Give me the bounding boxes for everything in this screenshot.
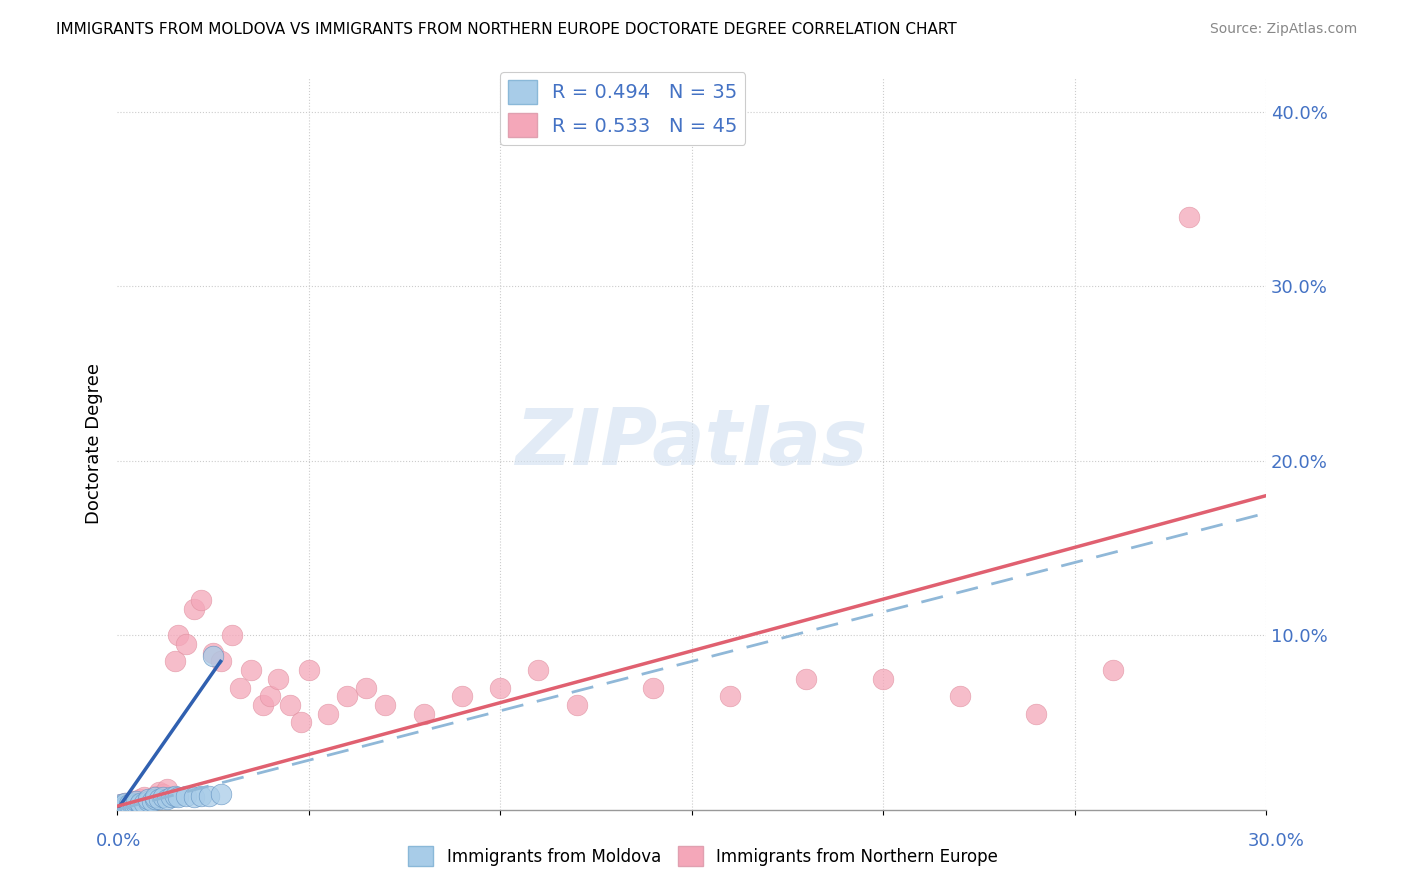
Y-axis label: Doctorate Degree: Doctorate Degree xyxy=(86,363,103,524)
Point xyxy=(374,698,396,712)
Point xyxy=(118,797,141,812)
Point xyxy=(121,796,143,810)
Point xyxy=(209,787,232,801)
Point xyxy=(110,801,132,815)
Point xyxy=(316,706,339,721)
Point xyxy=(267,672,290,686)
Point xyxy=(114,796,136,810)
Point xyxy=(278,698,301,712)
Point xyxy=(118,796,141,810)
Point xyxy=(336,690,359,704)
Point xyxy=(298,663,321,677)
Point xyxy=(167,790,190,805)
Point xyxy=(121,799,143,814)
Point xyxy=(129,797,152,812)
Point xyxy=(145,789,167,803)
Point xyxy=(1101,663,1123,677)
Point xyxy=(1178,210,1201,224)
Point xyxy=(183,790,205,805)
Point xyxy=(118,799,141,814)
Point xyxy=(125,794,148,808)
Point xyxy=(190,789,212,803)
Point xyxy=(110,797,132,812)
Point xyxy=(240,663,263,677)
Text: 30.0%: 30.0% xyxy=(1249,832,1305,850)
Point xyxy=(125,794,148,808)
Point xyxy=(252,698,274,712)
Point xyxy=(110,803,132,817)
Point xyxy=(148,792,170,806)
Point xyxy=(565,698,588,712)
Point xyxy=(110,797,132,812)
Point xyxy=(450,690,472,704)
Point xyxy=(159,790,181,805)
Point xyxy=(354,681,377,695)
Point xyxy=(872,672,894,686)
Point xyxy=(167,628,190,642)
Point xyxy=(125,797,148,812)
Point xyxy=(141,794,163,808)
Point xyxy=(527,663,550,677)
Point xyxy=(290,715,312,730)
Point xyxy=(129,796,152,810)
Point xyxy=(198,789,221,803)
Point xyxy=(259,690,281,704)
Point xyxy=(145,792,167,806)
Point xyxy=(221,628,243,642)
Point xyxy=(114,796,136,810)
Point xyxy=(718,690,741,704)
Legend: Immigrants from Moldova, Immigrants from Northern Europe: Immigrants from Moldova, Immigrants from… xyxy=(402,839,1004,873)
Point xyxy=(412,706,434,721)
Text: 0.0%: 0.0% xyxy=(96,832,141,850)
Point xyxy=(152,790,174,805)
Point xyxy=(136,792,159,806)
Point xyxy=(209,654,232,668)
Point xyxy=(190,593,212,607)
Point xyxy=(132,796,155,810)
Legend: R = 0.494   N = 35, R = 0.533   N = 45: R = 0.494 N = 35, R = 0.533 N = 45 xyxy=(501,72,745,145)
Point xyxy=(136,794,159,808)
Point xyxy=(643,681,665,695)
Point xyxy=(114,801,136,815)
Point xyxy=(156,792,179,806)
Point xyxy=(1025,706,1047,721)
Point xyxy=(796,672,818,686)
Point xyxy=(121,794,143,808)
Point xyxy=(174,637,197,651)
Point xyxy=(156,781,179,796)
Point xyxy=(148,785,170,799)
Point xyxy=(949,690,972,704)
Point xyxy=(132,790,155,805)
Point xyxy=(163,789,186,803)
Point xyxy=(105,801,128,815)
Text: Source: ZipAtlas.com: Source: ZipAtlas.com xyxy=(1209,22,1357,37)
Point xyxy=(129,792,152,806)
Point xyxy=(183,602,205,616)
Text: ZIPatlas: ZIPatlas xyxy=(516,405,868,482)
Text: IMMIGRANTS FROM MOLDOVA VS IMMIGRANTS FROM NORTHERN EUROPE DOCTORATE DEGREE CORR: IMMIGRANTS FROM MOLDOVA VS IMMIGRANTS FR… xyxy=(56,22,957,37)
Point xyxy=(141,792,163,806)
Point xyxy=(145,790,167,805)
Point xyxy=(201,646,224,660)
Point xyxy=(110,799,132,814)
Point xyxy=(229,681,252,695)
Point xyxy=(152,787,174,801)
Point xyxy=(174,789,197,803)
Point xyxy=(201,649,224,664)
Point xyxy=(163,654,186,668)
Point xyxy=(489,681,512,695)
Point xyxy=(105,799,128,814)
Point xyxy=(114,799,136,814)
